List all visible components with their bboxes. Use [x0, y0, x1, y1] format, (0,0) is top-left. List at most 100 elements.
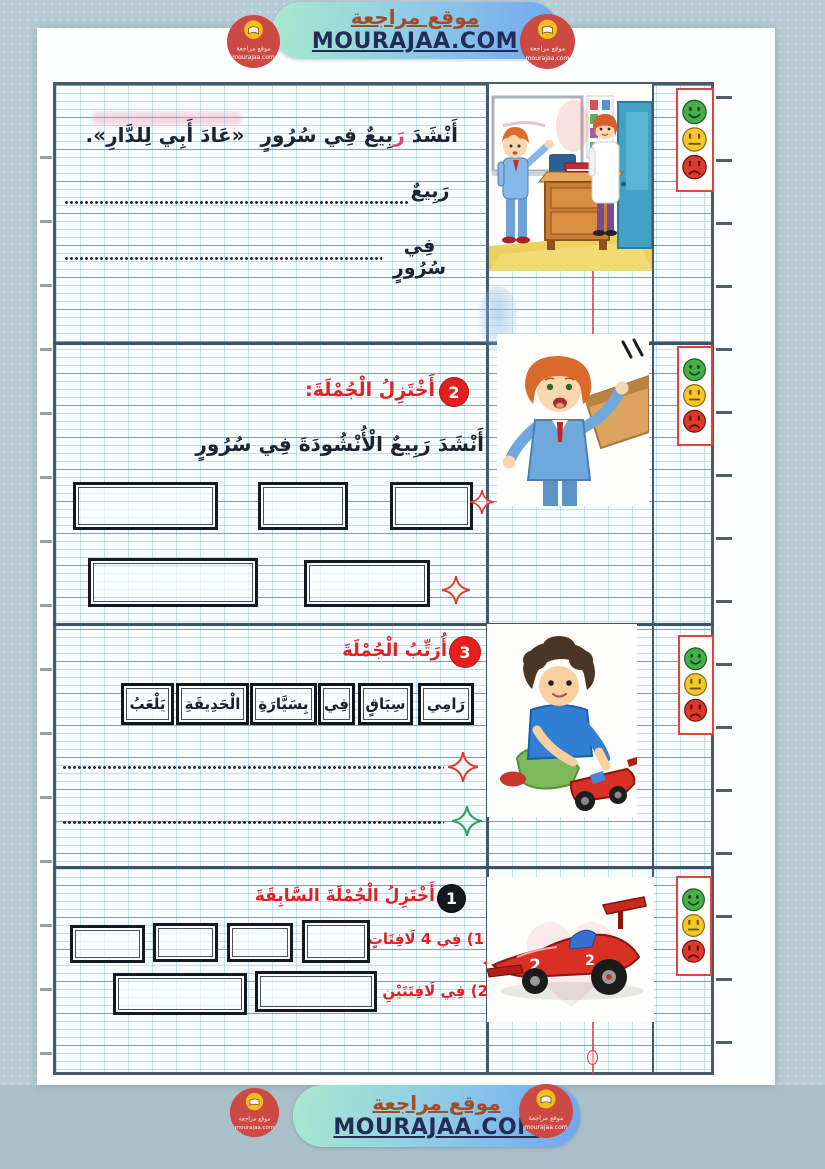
badge-text-ar: موقع مراجعة: [236, 44, 270, 52]
neutral-face-icon[interactable]: [682, 127, 707, 152]
book-icon-pages: [542, 25, 553, 35]
badge-circle: [520, 14, 575, 69]
neutral-face-icon[interactable]: [684, 673, 707, 696]
boy-playing: [500, 636, 611, 790]
boy-singing: [502, 356, 629, 506]
section-number-badge: 3: [450, 637, 480, 667]
race-car: 2 2: [487, 896, 647, 995]
car-number: 2: [529, 956, 541, 976]
red-margin-line-bottom: [592, 1016, 594, 1074]
answer-dotted-line[interactable]: [62, 820, 444, 825]
answer-box[interactable]: [73, 482, 218, 530]
answer-dotted-line[interactable]: [64, 256, 382, 261]
sad-face-icon[interactable]: [684, 698, 707, 722]
trace-word-rabih: رَبِيعٌ: [410, 180, 450, 202]
site-name-latin: MOURAJAA.COM: [333, 1114, 540, 1140]
sentence-part: بِيعٌ فِي سُرُورٍ: [260, 123, 394, 147]
exercise-sentence: أَنْشَدَ رَبِيعٌ الْأُنْشُودَةَ فِي سُرُ…: [195, 432, 484, 456]
sentence-part: أَنْشَدَ: [411, 123, 458, 147]
highlighted-letter: رَ: [393, 123, 405, 147]
sparkle-icon: [448, 752, 478, 782]
neutral-face-icon[interactable]: [683, 384, 706, 407]
happy-face-icon[interactable]: [682, 99, 707, 125]
self-assessment-rating[interactable]: [677, 346, 713, 446]
sad-face-icon[interactable]: [682, 154, 707, 180]
answer-box[interactable]: [113, 973, 247, 1015]
race-car-illustration: 2 2: [487, 877, 654, 1022]
answer-box[interactable]: [304, 560, 430, 607]
word-card[interactable]: سِبَاقٍ: [358, 683, 413, 725]
site-name-arabic: موقع مراجعة: [372, 1090, 501, 1115]
header-site-banner: موقع مراجعة MOURAJAA.COM: [272, 2, 558, 59]
word-card[interactable]: الْحَدِيقَةِ: [176, 683, 249, 725]
book-icon-pages: [248, 26, 259, 35]
badge-text-en: mourajaa.com: [235, 1125, 274, 1131]
section-divider-1: [53, 342, 714, 345]
site-name-latin: MOURAJAA.COM: [311, 29, 519, 55]
self-assessment-rating[interactable]: [678, 635, 714, 735]
happy-face-icon[interactable]: [682, 888, 705, 912]
content-image-divider: [486, 82, 489, 1075]
sad-face-icon[interactable]: [682, 939, 705, 963]
badge-text-ar: موقع مراجعة: [239, 1117, 271, 1123]
sentence-quote: «عَادَ أَبِي لِلدَّارِ».: [85, 123, 245, 147]
answer-box[interactable]: [255, 971, 377, 1012]
scan-stain: [556, 100, 590, 152]
header-badge-left: موقع مراجعة mourajaa.com: [226, 14, 281, 69]
answer-dotted-line[interactable]: [62, 765, 444, 770]
recite-sentence: أَنْشَدَ رَ بِيعٌ فِي سُرُورٍ «عَادَ أَب…: [60, 118, 458, 152]
image-rating-divider: [652, 82, 654, 1075]
book-icon-pages: [249, 1098, 260, 1106]
option-label-four-signs: 1) فِي 4 لَافِتَاتٍ: [367, 930, 484, 948]
happy-face-icon[interactable]: [683, 358, 706, 382]
section-title: أَخْتَزِلُ الْجُمْلَةَ السَّابِقَةَ: [254, 886, 435, 906]
sparkle-icon-green: [452, 806, 482, 836]
neutral-face-icon[interactable]: [682, 914, 705, 937]
book-icon-pages: [540, 1095, 552, 1104]
boy-with-toy-car-illustration: [487, 624, 637, 817]
car-number: 2: [585, 953, 595, 969]
music-mark: [621, 338, 644, 359]
section-number-badge: 1: [438, 885, 465, 912]
self-assessment-rating[interactable]: [676, 88, 714, 192]
section-title: أَخْتَزِلُ الْجُمْلَةَ:: [305, 379, 435, 401]
badge-text-en: mourajaa.com: [232, 55, 275, 61]
student-raising-hand: [497, 127, 554, 244]
badge-text-ar: موقع مراجعة: [530, 45, 566, 53]
pink-ink-trace: [92, 112, 242, 125]
word-card[interactable]: فِي: [318, 683, 355, 725]
badge-text-en: mourajaa.com: [526, 55, 570, 62]
answer-box[interactable]: [70, 925, 145, 963]
red-margin-mark: [587, 1050, 598, 1065]
red-margin-line-top: [592, 246, 594, 342]
answer-dotted-line[interactable]: [64, 200, 410, 205]
badge-text-ar: موقع مراجعة: [529, 1114, 564, 1122]
toy-race-car: [569, 757, 637, 811]
section-divider-3: [53, 866, 714, 869]
footer-badge-right: موقع مراجعة mourajaa.com: [519, 1084, 573, 1138]
binding-ticks-left: [40, 156, 52, 1056]
badge-circle: [519, 1084, 573, 1138]
section-number-badge: 2: [440, 378, 468, 406]
answer-box[interactable]: [88, 558, 258, 607]
word-card[interactable]: بِسَيَّارَةِ: [250, 683, 317, 725]
section-divider-2: [53, 623, 714, 626]
answer-box[interactable]: [153, 923, 218, 962]
section-title: أُرَتِّبُ الْجُمْلَةَ: [342, 640, 447, 661]
badge-text-en: mourajaa.com: [524, 1124, 567, 1131]
answer-box[interactable]: [258, 482, 348, 530]
word-card[interactable]: رَامِي: [418, 683, 474, 725]
site-name-arabic: موقع مراجعة: [350, 5, 480, 30]
answer-box[interactable]: [302, 920, 370, 963]
answer-box[interactable]: [390, 482, 473, 530]
classroom-illustration: [489, 84, 652, 271]
sparkle-icon: [442, 576, 470, 604]
word-card[interactable]: يَلْعَبُ: [121, 683, 174, 725]
sad-face-icon[interactable]: [683, 409, 706, 433]
footer-badge-left: موقع مراجعة mourajaa.com: [229, 1087, 280, 1138]
self-assessment-rating[interactable]: [676, 876, 712, 976]
badge-circle: [229, 1087, 280, 1138]
happy-face-icon[interactable]: [684, 647, 707, 671]
answer-box[interactable]: [227, 923, 293, 962]
